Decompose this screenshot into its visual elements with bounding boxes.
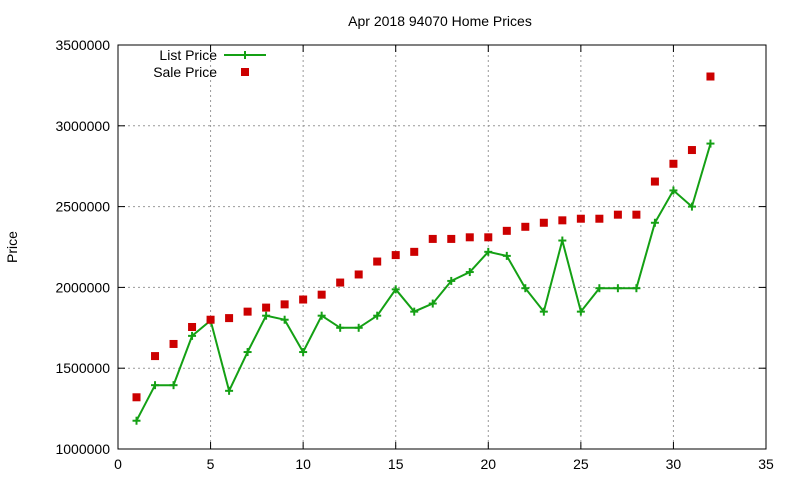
list-price-point: [391, 285, 400, 294]
sale-price-point: [484, 233, 493, 242]
x-tick-label: 5: [207, 456, 215, 472]
y-tick-label: 3000000: [55, 118, 110, 134]
sale-price-point: [225, 314, 234, 323]
sale-price-point: [299, 295, 308, 304]
sale-price-point: [613, 210, 622, 219]
list-price-point: [447, 276, 456, 285]
x-tick-label: 20: [480, 456, 496, 472]
list-price-point: [243, 348, 252, 357]
sale-price-point: [373, 257, 382, 266]
y-axis-label: Price: [4, 231, 20, 263]
list-price-point: [428, 299, 437, 308]
sale-price-point: [428, 234, 437, 243]
list-price-point: [650, 218, 659, 227]
list-price-point: [502, 251, 511, 260]
list-price-point: [465, 268, 474, 277]
chart-title: Apr 2018 94070 Home Prices: [348, 13, 532, 29]
data-series: [132, 72, 715, 425]
list-price-point: [169, 381, 178, 390]
list-price-point: [225, 386, 234, 395]
sale-price-point: [151, 352, 160, 361]
list-price-point: [299, 348, 308, 357]
sale-price-point: [521, 222, 530, 231]
y-tick-label: 2500000: [55, 199, 110, 215]
sale-price-point: [632, 210, 641, 219]
y-tick-label: 2000000: [55, 279, 110, 295]
x-tick-label: 10: [295, 456, 311, 472]
legend-label-list-price: List Price: [159, 47, 217, 63]
plot-frame: [117, 44, 767, 450]
y-tick-label: 3500000: [55, 37, 110, 53]
list-price-point: [576, 307, 585, 316]
sale-price-point: [280, 300, 289, 309]
list-price-line: [135, 143, 712, 422]
sale-price-point: [669, 159, 678, 168]
list-price-point: [706, 139, 715, 148]
sale-price-point: [243, 307, 252, 316]
sale-price-point: [558, 216, 567, 225]
list-price-point: [669, 186, 678, 195]
list-price-point: [317, 311, 326, 320]
legend-marker-list-price: [241, 51, 249, 59]
legend: List Price Sale Price: [153, 47, 266, 80]
list-price-point: [151, 381, 160, 390]
list-price-point: [558, 236, 567, 245]
sale-price-point: [354, 270, 363, 279]
list-price-point: [632, 284, 641, 293]
legend-marker-sale-price: [241, 68, 249, 76]
sale-price-point: [391, 251, 400, 260]
sale-price-point: [317, 290, 326, 299]
sale-price-point: [595, 214, 604, 223]
sale-price-point: [650, 177, 659, 186]
list-price-point: [595, 284, 604, 293]
list-price-point: [188, 331, 197, 340]
list-price-point: [262, 311, 271, 320]
sale-price-point: [687, 146, 696, 155]
x-tick-label: 35: [758, 456, 774, 472]
list-price-point: [613, 284, 622, 293]
sale-price-point: [336, 278, 345, 287]
list-price-point: [354, 323, 363, 332]
sale-price-point: [576, 214, 585, 223]
axis-ticks: 1000000 1500000 2000000 2500000 3000000 35000…: [55, 37, 774, 472]
sale-price-point: [539, 218, 548, 227]
list-price-point: [336, 323, 345, 332]
sale-price-point: [188, 322, 197, 331]
sale-price-point: [410, 247, 419, 256]
grid-lines: [118, 45, 766, 449]
x-tick-label: 30: [666, 456, 682, 472]
list-price-point: [687, 202, 696, 211]
y-tick-label: 1000000: [55, 441, 110, 457]
x-tick-label: 0: [114, 456, 122, 472]
sale-price-point: [262, 303, 271, 312]
sale-price-point: [132, 393, 141, 402]
list-price-point: [132, 416, 141, 425]
sale-price-point: [465, 233, 474, 242]
sale-price-point: [706, 72, 715, 81]
list-price-point: [484, 247, 493, 256]
list-price-point: [280, 315, 289, 324]
x-tick-label: 15: [388, 456, 404, 472]
list-price-point: [410, 307, 419, 316]
sale-price-point: [206, 315, 215, 324]
sale-price-point: [447, 234, 456, 243]
list-price-point: [521, 284, 530, 293]
sale-price-point: [502, 226, 511, 235]
sale-price-point: [169, 339, 178, 348]
list-price-point: [373, 311, 382, 320]
legend-label-sale-price: Sale Price: [153, 64, 217, 80]
x-tick-label: 25: [573, 456, 589, 472]
list-price-point: [539, 307, 548, 316]
y-tick-label: 1500000: [55, 360, 110, 376]
